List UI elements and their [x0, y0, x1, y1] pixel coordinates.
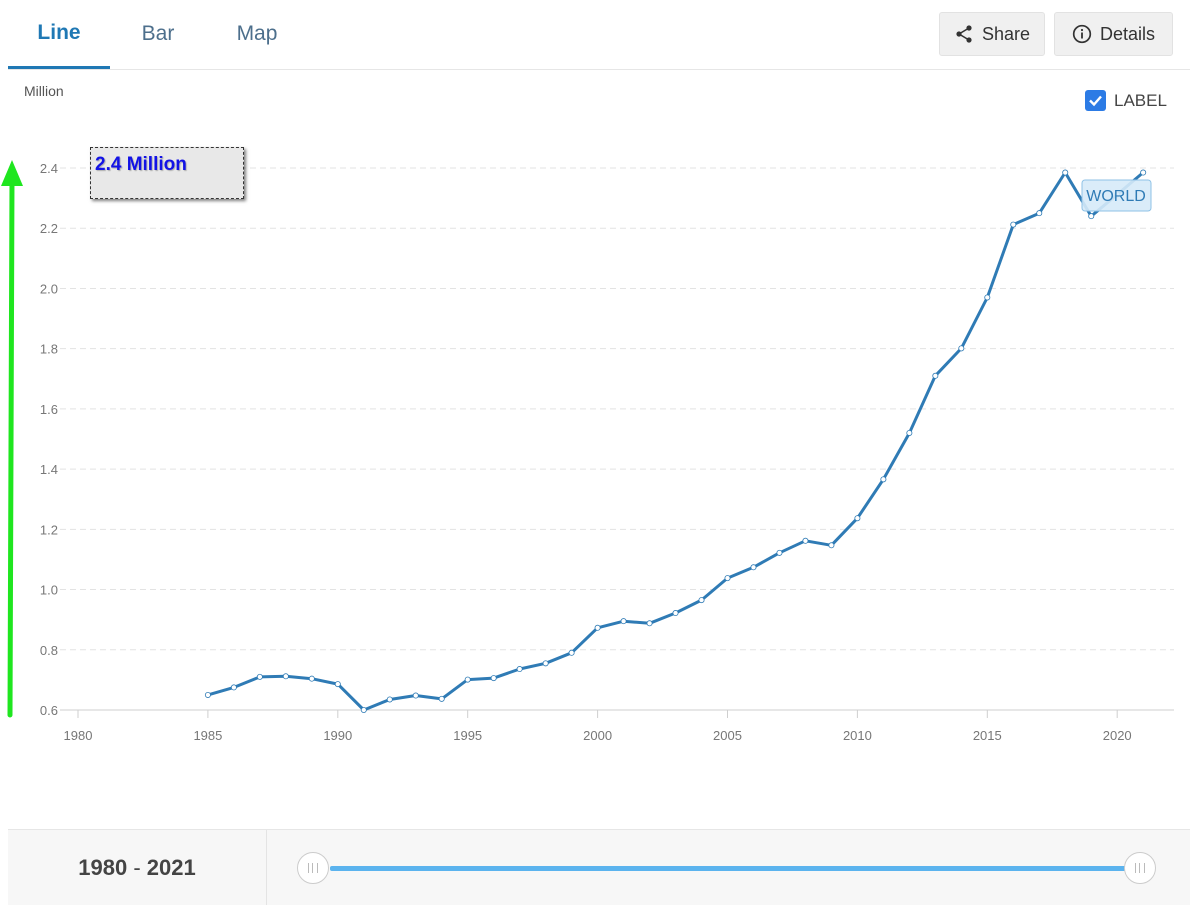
grip-icon: [308, 863, 318, 873]
x-tick-label: 2015: [973, 728, 1002, 743]
y-tick-label: 1.2: [40, 522, 58, 537]
data-point[interactable]: [673, 610, 678, 615]
y-tick-label: 2.0: [40, 281, 58, 296]
data-point[interactable]: [335, 682, 340, 687]
x-tick-label: 2020: [1103, 728, 1132, 743]
range-slider-track[interactable]: [330, 866, 1126, 871]
data-point[interactable]: [517, 666, 522, 671]
data-point[interactable]: [257, 674, 262, 679]
data-point[interactable]: [1141, 170, 1146, 175]
data-point[interactable]: [855, 516, 860, 521]
y-tick-label: 0.6: [40, 703, 58, 718]
data-point[interactable]: [933, 373, 938, 378]
data-point[interactable]: [751, 565, 756, 570]
data-point[interactable]: [621, 619, 626, 624]
data-point[interactable]: [569, 650, 574, 655]
green-arrow: [1, 160, 23, 715]
time-range-footer: 1980 - 2021: [8, 829, 1190, 905]
grip-icon: [1135, 863, 1145, 873]
data-point[interactable]: [361, 707, 366, 712]
data-point[interactable]: [283, 674, 288, 679]
x-tick-label: 1990: [323, 728, 352, 743]
range-separator: -: [127, 855, 147, 881]
y-tick-label: 0.8: [40, 643, 58, 658]
data-point[interactable]: [881, 477, 886, 482]
x-tick-label: 1985: [193, 728, 222, 743]
data-point[interactable]: [309, 676, 314, 681]
data-point[interactable]: [985, 295, 990, 300]
data-point[interactable]: [959, 346, 964, 351]
data-point[interactable]: [595, 625, 600, 630]
y-tick-label: 2.4: [40, 161, 58, 176]
series-line-world: [208, 173, 1143, 711]
data-point[interactable]: [699, 597, 704, 602]
x-tick-label: 1980: [64, 728, 93, 743]
data-point[interactable]: [231, 685, 236, 690]
data-point[interactable]: [387, 697, 392, 702]
y-tick-label: 1.8: [40, 342, 58, 357]
data-point[interactable]: [491, 675, 496, 680]
x-tick-label: 2010: [843, 728, 872, 743]
data-point[interactable]: [777, 550, 782, 555]
data-point[interactable]: [907, 430, 912, 435]
data-point[interactable]: [829, 543, 834, 548]
data-point[interactable]: [725, 576, 730, 581]
data-point[interactable]: [1063, 170, 1068, 175]
data-point[interactable]: [1011, 222, 1016, 227]
data-point[interactable]: [803, 538, 808, 543]
range-start: 1980: [78, 855, 127, 881]
annotation-text: 2.4 Million: [95, 154, 187, 176]
data-point[interactable]: [647, 621, 652, 626]
y-tick-label: 2.2: [40, 221, 58, 236]
data-point[interactable]: [439, 696, 444, 701]
range-end: 2021: [147, 855, 196, 881]
y-tick-label: 1.4: [40, 462, 58, 477]
y-tick-label: 1.6: [40, 402, 58, 417]
data-point[interactable]: [413, 693, 418, 698]
series-label-text: WORLD: [1086, 188, 1146, 205]
value-annotation: 2.4 Million: [90, 147, 244, 199]
range-handle-end[interactable]: [1124, 852, 1156, 884]
data-point[interactable]: [205, 692, 210, 697]
x-tick-label: 2005: [713, 728, 742, 743]
data-point[interactable]: [1089, 214, 1094, 219]
y-tick-label: 1.0: [40, 583, 58, 598]
range-handle-start[interactable]: [297, 852, 329, 884]
x-tick-label: 2000: [583, 728, 612, 743]
series-label-world: WORLD: [1082, 180, 1151, 211]
data-point[interactable]: [543, 661, 548, 666]
data-point[interactable]: [1037, 211, 1042, 216]
range-readout: 1980 - 2021: [8, 830, 267, 905]
x-tick-label: 1995: [453, 728, 482, 743]
data-point[interactable]: [465, 677, 470, 682]
